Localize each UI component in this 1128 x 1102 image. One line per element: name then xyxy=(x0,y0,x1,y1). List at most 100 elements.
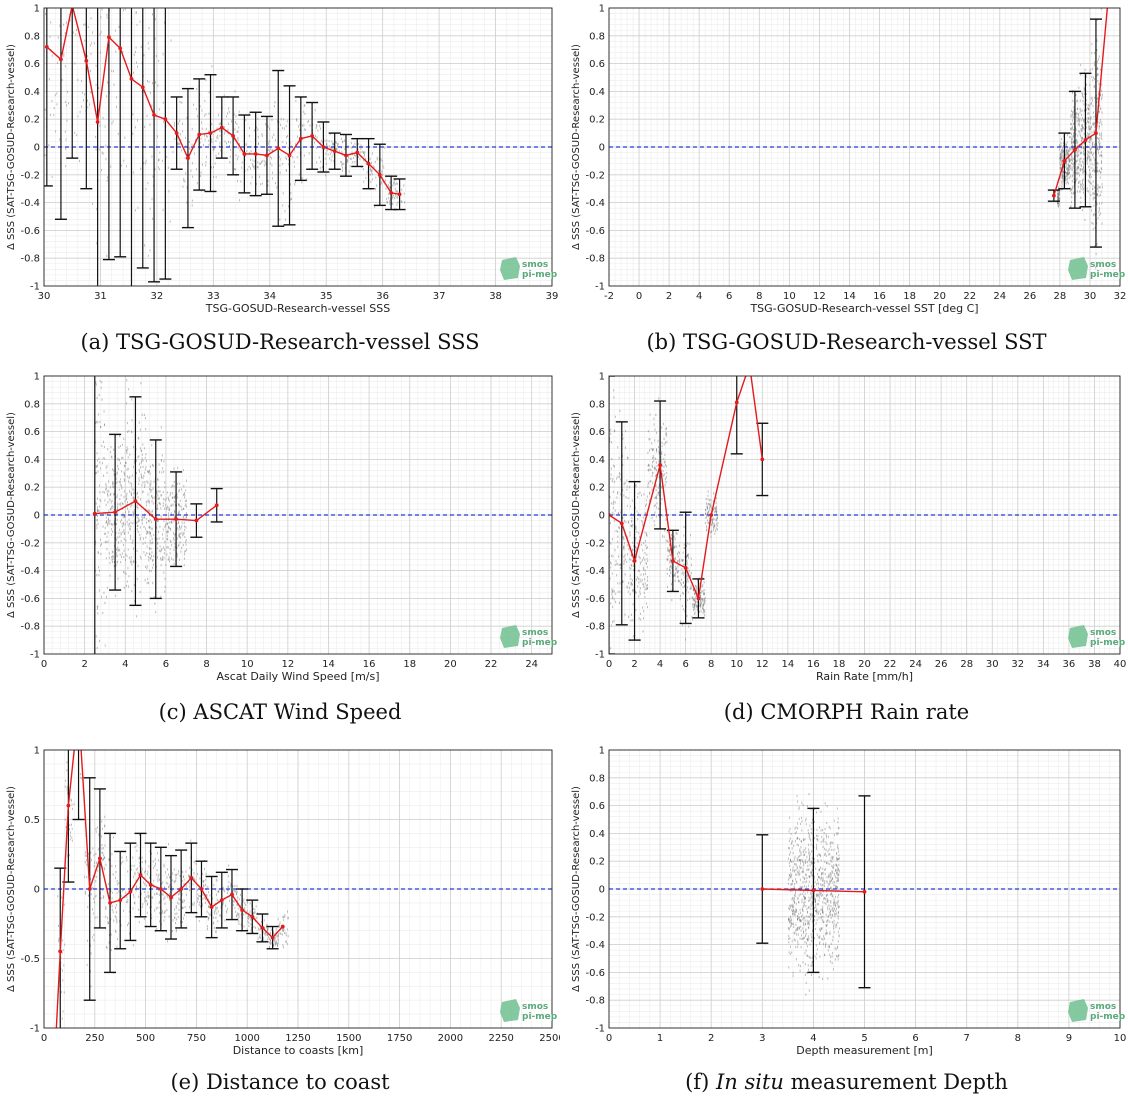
scatter-point xyxy=(91,887,93,890)
scatter-point xyxy=(1088,146,1090,149)
scatter-point xyxy=(656,495,658,499)
scatter-point xyxy=(620,563,622,566)
scatter-point xyxy=(1099,133,1101,136)
scatter-point xyxy=(1073,122,1075,125)
scatter-point xyxy=(317,129,319,132)
scatter-point xyxy=(269,155,271,159)
scatter-point xyxy=(655,457,657,460)
scatter-point xyxy=(164,590,166,593)
scatter-point xyxy=(701,585,703,588)
scatter-point xyxy=(1060,150,1062,153)
scatter-point xyxy=(111,853,113,856)
scatter-point xyxy=(279,164,281,167)
scatter-point xyxy=(149,547,151,550)
scatter-point xyxy=(95,135,97,139)
scatter-point xyxy=(176,555,178,558)
scatter-point xyxy=(1090,159,1092,162)
scatter-point xyxy=(661,461,663,464)
scatter-point xyxy=(290,198,292,201)
scatter-point xyxy=(1088,112,1090,115)
scatter-point xyxy=(648,464,650,467)
scatter-point xyxy=(77,0,78,2)
scatter-point xyxy=(278,155,280,158)
scatter-point xyxy=(1096,242,1098,246)
scatter-point xyxy=(380,182,382,186)
scatter-point xyxy=(656,497,657,500)
scatter-point xyxy=(701,601,702,605)
scatter-point xyxy=(111,550,113,553)
scatter-point xyxy=(363,159,365,162)
scatter-point xyxy=(1077,185,1079,188)
scatter-point xyxy=(675,532,677,535)
scatter-point xyxy=(119,444,121,448)
scatter-point xyxy=(129,482,131,485)
scatter-point xyxy=(176,553,178,556)
scatter-point xyxy=(113,469,115,472)
logo-mark xyxy=(500,257,520,280)
scatter-point xyxy=(158,486,160,489)
scatter-point xyxy=(124,532,126,535)
scatter-point xyxy=(176,493,178,496)
scatter-point xyxy=(638,512,640,515)
scatter-point xyxy=(64,32,66,35)
scatter-point xyxy=(648,463,649,467)
scatter-point xyxy=(261,134,263,138)
scatter-point xyxy=(193,878,195,881)
scatter-point xyxy=(185,526,187,529)
scatter-point xyxy=(1097,187,1098,190)
scatter-point xyxy=(312,132,314,135)
scatter-point xyxy=(153,885,155,888)
scatter-point xyxy=(161,454,163,457)
scatter-point xyxy=(261,160,263,163)
scatter-point xyxy=(134,461,136,464)
scatter-point xyxy=(66,769,68,772)
scatter-point xyxy=(1097,217,1099,220)
scatter-point xyxy=(183,493,185,496)
scatter-point xyxy=(100,544,101,547)
scatter-point xyxy=(269,127,270,130)
scatter-point xyxy=(64,65,66,68)
scatter-point xyxy=(104,423,106,427)
scatter-point xyxy=(1089,173,1091,176)
scatter-point xyxy=(99,639,101,643)
scatter-point xyxy=(123,537,125,541)
scatter-point xyxy=(666,427,667,430)
scatter-point xyxy=(223,890,225,893)
scatter-point xyxy=(351,146,353,150)
scatter-point xyxy=(1077,154,1079,157)
scatter-point xyxy=(50,21,52,24)
scatter-point xyxy=(141,90,143,93)
scatter-point xyxy=(152,502,154,505)
scatter-point xyxy=(1099,186,1101,189)
scatter-point xyxy=(164,915,166,919)
scatter-point xyxy=(1082,170,1084,174)
scatter-point xyxy=(690,572,692,575)
scatter-point xyxy=(675,568,677,571)
scatter-point xyxy=(703,605,705,608)
scatter-point xyxy=(272,931,274,934)
scatter-point xyxy=(153,866,155,870)
scatter-point xyxy=(184,899,185,902)
scatter-point xyxy=(167,530,169,534)
scatter-point xyxy=(325,162,327,166)
scatter-point xyxy=(249,151,251,155)
scatter-point xyxy=(1081,113,1083,117)
scatter-point xyxy=(1083,152,1085,155)
scatter-point xyxy=(1078,114,1080,117)
scatter-point xyxy=(105,158,107,161)
scatter-point xyxy=(350,157,352,161)
scatter-point xyxy=(246,149,248,152)
scatter-point xyxy=(275,943,277,947)
scatter-point xyxy=(684,576,686,579)
scatter-point xyxy=(129,534,131,538)
scatter-point xyxy=(147,1,148,3)
scatter-point xyxy=(654,524,656,527)
scatter-point xyxy=(151,82,153,85)
scatter-point xyxy=(67,854,69,857)
scatter-point xyxy=(694,596,696,599)
scatter-point xyxy=(656,506,658,509)
caption-b-label: (b) xyxy=(646,330,677,354)
scatter-point xyxy=(143,881,145,884)
scatter-point xyxy=(90,69,91,73)
scatter-point xyxy=(124,464,126,467)
